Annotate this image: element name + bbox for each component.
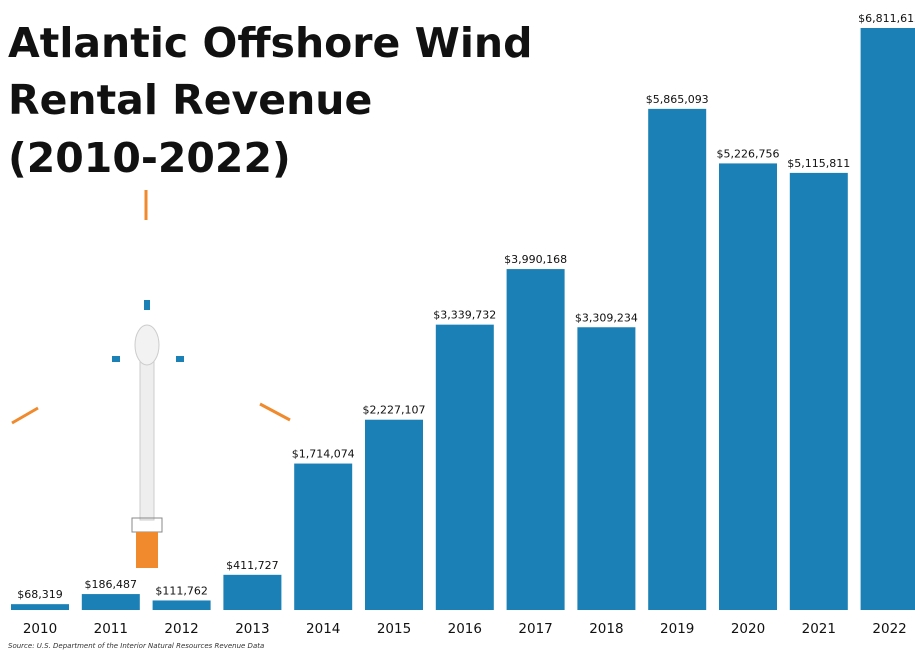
bar	[435, 324, 494, 610]
source-note: Source: U.S. Department of the Interior …	[8, 642, 264, 650]
bar	[577, 327, 636, 610]
bar	[860, 28, 915, 610]
x-tick-label: 2022	[872, 621, 906, 637]
x-tick-label: 2017	[518, 621, 552, 637]
value-label: $3,309,234	[575, 311, 638, 324]
value-label: $3,990,168	[504, 253, 567, 266]
turbine-illustration	[11, 190, 291, 568]
x-tick-label: 2021	[802, 621, 836, 637]
x-tick-label: 2011	[94, 621, 128, 637]
bar	[648, 108, 707, 610]
chart-title: Atlantic Offshore Wind	[8, 19, 532, 67]
x-tick-label: 2014	[306, 621, 340, 637]
value-label: $5,226,756	[717, 147, 780, 160]
value-label: $68,319	[17, 588, 63, 601]
bar	[789, 172, 848, 610]
bar	[152, 600, 211, 610]
bar	[719, 163, 777, 610]
value-label: $5,865,093	[646, 93, 709, 106]
value-label: $6,811,612	[858, 12, 915, 25]
bar	[365, 419, 423, 610]
value-label: $3,339,732	[433, 309, 496, 322]
value-label: $2,227,107	[363, 404, 426, 417]
bar	[294, 463, 353, 610]
value-label: $5,115,811	[787, 157, 850, 170]
x-tick-label: 2020	[731, 621, 765, 637]
value-label: $1,714,074	[292, 448, 355, 461]
bar	[506, 269, 565, 610]
x-tick-label: 2013	[235, 621, 269, 637]
bar	[223, 574, 282, 610]
chart-title: (2010-2022)	[8, 134, 291, 182]
x-tick-label: 2018	[589, 621, 623, 637]
x-tick-label: 2012	[164, 621, 198, 637]
x-tick-label: 2010	[23, 621, 57, 637]
value-label: $111,762	[155, 584, 208, 597]
value-label: $186,487	[85, 578, 138, 591]
x-tick-label: 2015	[377, 621, 411, 637]
value-label: $411,727	[226, 559, 279, 572]
x-tick-label: 2019	[660, 621, 694, 637]
bar	[81, 594, 140, 610]
bar	[11, 604, 69, 610]
chart-title: Rental Revenue	[8, 76, 372, 124]
x-tick-label: 2016	[448, 621, 482, 637]
